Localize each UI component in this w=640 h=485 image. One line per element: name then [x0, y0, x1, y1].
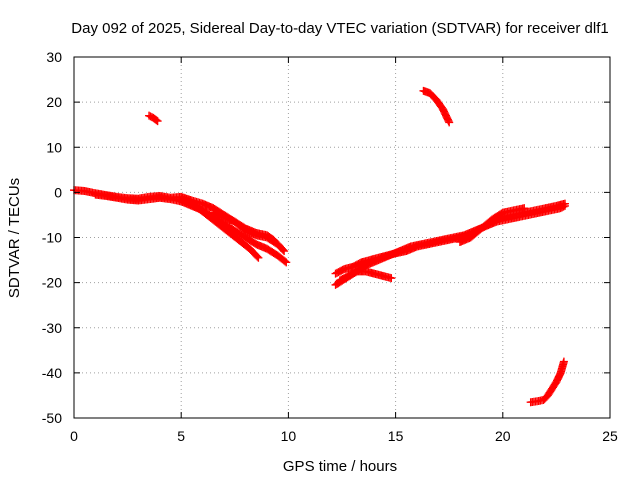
series-arc-5	[526, 357, 568, 407]
data-point	[282, 258, 291, 267]
y-tick-label: -10	[42, 230, 62, 246]
grid-lines	[74, 57, 610, 418]
series-arc-4d	[455, 204, 529, 247]
data-point	[254, 253, 263, 262]
y-tick-label: -40	[42, 365, 62, 381]
x-tick-label: 10	[281, 428, 297, 444]
data-point	[253, 252, 262, 261]
data-point	[153, 117, 162, 126]
series-arc-3	[419, 86, 454, 127]
y-tick-label: -30	[42, 320, 62, 336]
data-series	[70, 86, 569, 407]
y-tick-label: 20	[46, 94, 62, 110]
y-axis-label: SDTVAR / TECUs	[6, 178, 23, 298]
x-tick-label: 15	[388, 428, 404, 444]
data-point	[275, 242, 284, 251]
series-arc-2	[145, 111, 162, 126]
x-tick-label: 20	[495, 428, 511, 444]
series-arc-4c	[335, 267, 396, 285]
data-point	[274, 241, 283, 250]
series-arc-4a	[331, 201, 569, 289]
y-tick-label: 30	[46, 49, 62, 65]
data-point	[387, 274, 396, 283]
y-tick-label: 10	[46, 139, 62, 155]
x-tick-label: 25	[602, 428, 618, 444]
chart-title: Day 092 of 2025, Sidereal Day-to-day VTE…	[71, 20, 608, 37]
y-tick-label: 0	[54, 184, 62, 200]
data-point	[559, 357, 568, 366]
data-point	[520, 204, 529, 213]
data-point	[280, 247, 289, 256]
x-tick-label: 5	[177, 428, 185, 444]
data-point	[152, 116, 161, 125]
data-point	[560, 199, 569, 208]
data-point	[281, 257, 290, 266]
y-tick-label: -50	[42, 410, 62, 426]
y-tick-label: -20	[42, 275, 62, 291]
series-arc-1c	[177, 195, 263, 262]
axis-ticks: 0 5 10 15 20 25 -50 -40 -30 -20 -10 0 10 20 30	[42, 49, 618, 444]
x-tick-label: 0	[70, 428, 78, 444]
x-axis-label: GPS time / hours	[283, 458, 397, 475]
series-arc-1d	[209, 208, 284, 251]
data-point	[445, 118, 454, 127]
